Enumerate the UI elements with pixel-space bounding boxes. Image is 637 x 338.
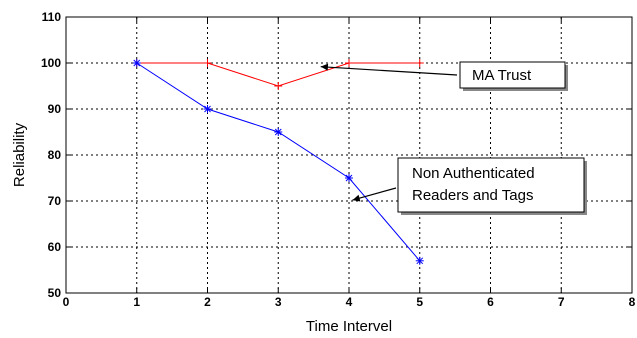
annotations: MA Trust Non Authenticated Readers and Tag… [320,61,587,215]
x-tick-label: 0 [63,295,70,309]
x-tick-label: 4 [346,295,353,309]
y-tick-label: 50 [48,286,62,300]
grid-lines [66,17,632,293]
annotation-0: MA Trust [320,61,568,91]
annotation-arrow-line [320,66,458,76]
axis-ticks: 0 1 2 3 4 5 6 7 8 50 60 70 80 90 100 110 [41,10,636,309]
x-tick-label: 3 [275,295,282,309]
annotation-1: Non Authenticated Readers and Tags [352,157,587,215]
series-group [132,59,424,265]
data-point [415,256,424,265]
x-tick-label: 2 [204,295,211,309]
x-tick-label: 1 [133,295,140,309]
x-tick-label: 6 [487,295,494,309]
x-tick-label: 7 [558,295,565,309]
annotation-text: MA Trust [472,67,532,84]
data-point [203,59,212,67]
annotation-text: Readers and Tags [412,187,533,204]
data-point [132,59,141,67]
data-point [415,59,424,67]
y-tick-label: 60 [48,240,62,254]
x-tick-label: 5 [416,295,423,309]
y-tick-label: 80 [48,148,62,162]
annotation-text: Non Authenticated [412,165,535,182]
data-point [274,128,283,136]
annotation-arrow-head [320,63,329,71]
annotation-box [397,157,585,213]
y-tick-label: 90 [48,102,62,116]
x-tick-label: 8 [629,295,636,309]
y-tick-label: 110 [42,10,62,24]
annotation-arrow-line [352,187,397,201]
data-point [345,59,353,67]
data-point [203,105,212,113]
x-axis-label: Time Intervel [306,318,392,335]
data-point [274,82,283,90]
annotation-arrow-head [352,194,361,202]
y-tick-label: 100 [41,56,61,70]
annotation-box [459,61,566,89]
y-axis-label: Reliability [11,122,28,187]
data-point [345,174,353,182]
y-tick-label: 70 [48,194,62,208]
